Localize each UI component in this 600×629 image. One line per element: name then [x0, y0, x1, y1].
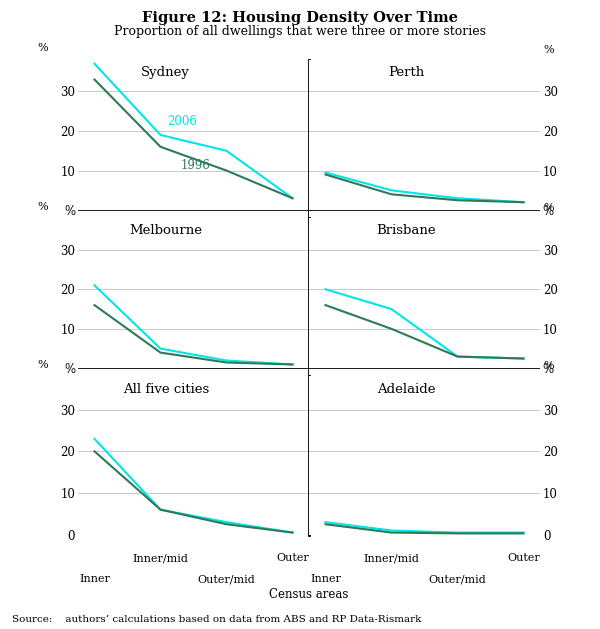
- Text: 2006: 2006: [167, 115, 197, 128]
- Text: %: %: [543, 45, 554, 55]
- Text: Sydney: Sydney: [142, 66, 190, 79]
- Text: Melbourne: Melbourne: [129, 225, 202, 237]
- Text: Source:    authors’ calculations based on data from ABS and RP Data-Rismark: Source: authors’ calculations based on d…: [12, 615, 421, 624]
- Text: Brisbane: Brisbane: [376, 225, 436, 237]
- Text: Inner/mid: Inner/mid: [133, 554, 188, 564]
- Text: Census areas: Census areas: [269, 588, 349, 601]
- Text: 1996: 1996: [181, 159, 210, 172]
- Text: Outer: Outer: [507, 554, 540, 564]
- Text: Inner: Inner: [79, 574, 110, 584]
- Text: %: %: [37, 43, 47, 53]
- Text: %: %: [543, 361, 554, 371]
- Text: Outer: Outer: [276, 554, 309, 564]
- Text: Adelaide: Adelaide: [377, 382, 435, 396]
- Text: Figure 12: Housing Density Over Time: Figure 12: Housing Density Over Time: [142, 11, 458, 25]
- Text: Perth: Perth: [388, 66, 424, 79]
- Text: %: %: [37, 360, 47, 370]
- Text: %: %: [543, 203, 554, 213]
- Text: %: %: [37, 202, 47, 212]
- Text: Outer/mid: Outer/mid: [428, 574, 487, 584]
- Text: Inner: Inner: [310, 574, 341, 584]
- Text: All five cities: All five cities: [122, 382, 209, 396]
- Text: Outer/mid: Outer/mid: [197, 574, 256, 584]
- Text: Inner/mid: Inner/mid: [364, 554, 419, 564]
- Text: Proportion of all dwellings that were three or more stories: Proportion of all dwellings that were th…: [114, 25, 486, 38]
